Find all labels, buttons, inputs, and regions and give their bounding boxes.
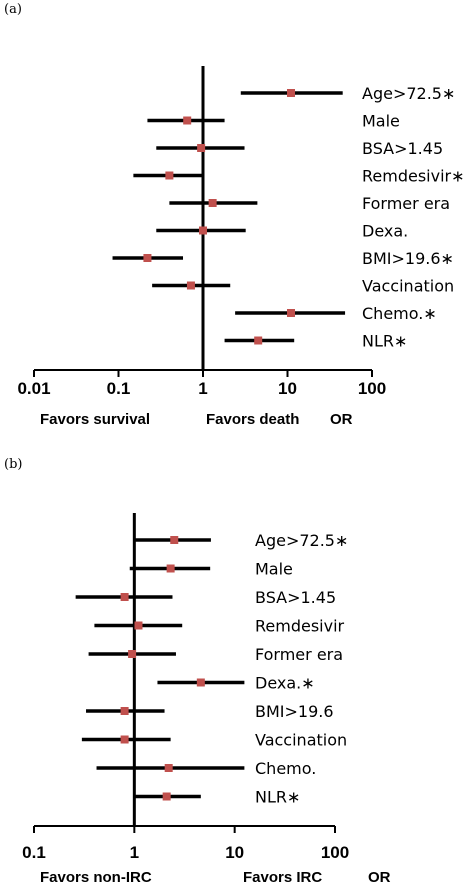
x-tick-label: 10 — [225, 843, 244, 862]
or-marker — [254, 336, 263, 345]
or-marker — [196, 678, 205, 687]
or-marker — [197, 144, 206, 152]
row-label: Male — [255, 560, 293, 579]
row-label: BMI>19.6 — [255, 702, 334, 721]
or-marker — [120, 735, 129, 744]
or-marker — [208, 199, 217, 207]
or-marker — [166, 564, 175, 573]
or-marker — [170, 536, 179, 544]
row-label: Dexa.∗ — [255, 674, 315, 693]
x-tick-label: 1 — [198, 379, 207, 398]
favor-left-label: Favors non-IRC — [40, 869, 152, 886]
favor-right-label: Favors IRC — [243, 869, 322, 886]
or-marker — [186, 281, 195, 290]
row-label: BMI>19.6∗ — [362, 249, 454, 268]
or-marker — [134, 621, 143, 630]
or-marker — [165, 171, 174, 180]
or-marker — [162, 792, 171, 801]
panel-b-label: (b) — [4, 457, 23, 472]
x-tick-label: 100 — [321, 843, 349, 862]
or-marker — [183, 116, 192, 125]
or-marker — [286, 89, 295, 97]
row-label: Age>72.5∗ — [255, 531, 348, 550]
x-tick-label: 100 — [358, 379, 386, 398]
row-label: Vaccination — [362, 277, 454, 296]
or-marker — [143, 254, 152, 262]
or-marker — [199, 226, 207, 235]
row-label: NLR∗ — [362, 332, 407, 351]
or-axis-label: OR — [368, 869, 391, 886]
or-marker — [120, 593, 129, 601]
or-marker — [164, 764, 173, 772]
row-label: Former era — [255, 645, 343, 664]
favor-left-label: Favors survival — [40, 411, 150, 428]
or-marker — [128, 650, 137, 658]
row-label: Male — [362, 112, 400, 131]
x-tick-label: 0.1 — [22, 843, 46, 862]
row-label: BSA>1.45 — [255, 588, 336, 607]
or-marker — [120, 707, 129, 715]
x-tick-label: 10 — [278, 379, 297, 398]
x-tick-label: 0.01 — [17, 379, 50, 398]
panel-a-label: (a) — [4, 2, 22, 17]
x-tick-label: 1 — [130, 843, 139, 862]
row-label: Dexa. — [362, 222, 408, 241]
row-label: BSA>1.45 — [362, 139, 443, 158]
row-label: Vaccination — [255, 731, 347, 750]
row-label: Remdesivir — [255, 617, 345, 636]
row-label: Age>72.5∗ — [362, 84, 455, 103]
row-label: Chemo. — [255, 759, 316, 778]
row-label: NLR∗ — [255, 788, 300, 807]
row-label: Former era — [362, 194, 450, 213]
or-marker — [286, 309, 295, 317]
row-label: Chemo.∗ — [362, 304, 437, 323]
x-tick-label: 0.1 — [107, 379, 131, 398]
favor-right-label: Favors death — [206, 411, 299, 428]
or-axis-label: OR — [330, 411, 353, 428]
row-label: Remdesivir∗ — [362, 167, 465, 186]
